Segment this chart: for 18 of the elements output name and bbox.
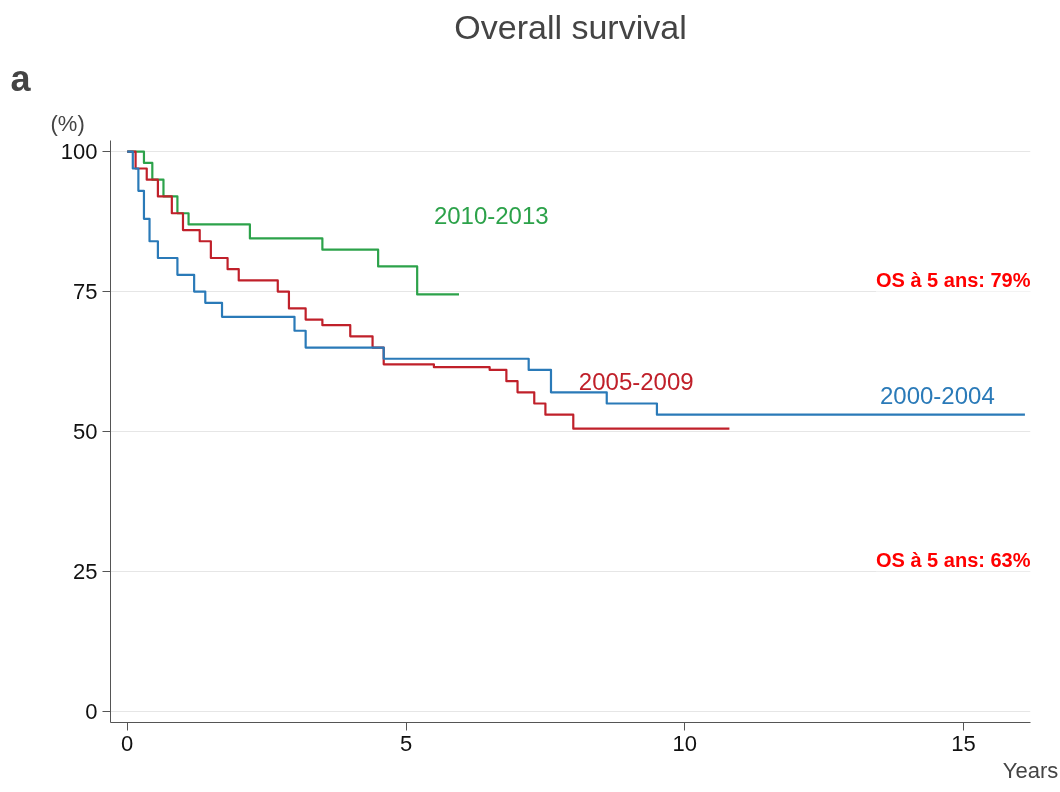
y-axis-title: (%) <box>50 110 85 136</box>
text: a <box>10 57 32 99</box>
series-label: 2005-2009 <box>578 367 694 395</box>
series-label: 2010-2013 <box>433 202 549 230</box>
x-tick-label: 5 <box>399 730 413 756</box>
annotation: OS à 5 ans: 79% <box>875 269 1031 292</box>
y-tick-label: 0 <box>85 698 98 724</box>
y-tick-label: 100 <box>60 139 98 165</box>
x-axis-title: Years <box>1002 757 1059 783</box>
y-tick-label: 75 <box>73 279 98 305</box>
x-tick-label: 0 <box>121 730 134 756</box>
x-tick-label: 10 <box>672 730 698 756</box>
chart-title: Overall survival <box>454 7 687 46</box>
x-tick-label: 15 <box>951 730 976 756</box>
y-tick-label: 25 <box>73 558 98 584</box>
annotation: OS à 5 ans: 63% <box>875 549 1031 572</box>
series-label: 2000-2004 <box>879 381 995 409</box>
y-tick-label: 50 <box>73 419 98 444</box>
